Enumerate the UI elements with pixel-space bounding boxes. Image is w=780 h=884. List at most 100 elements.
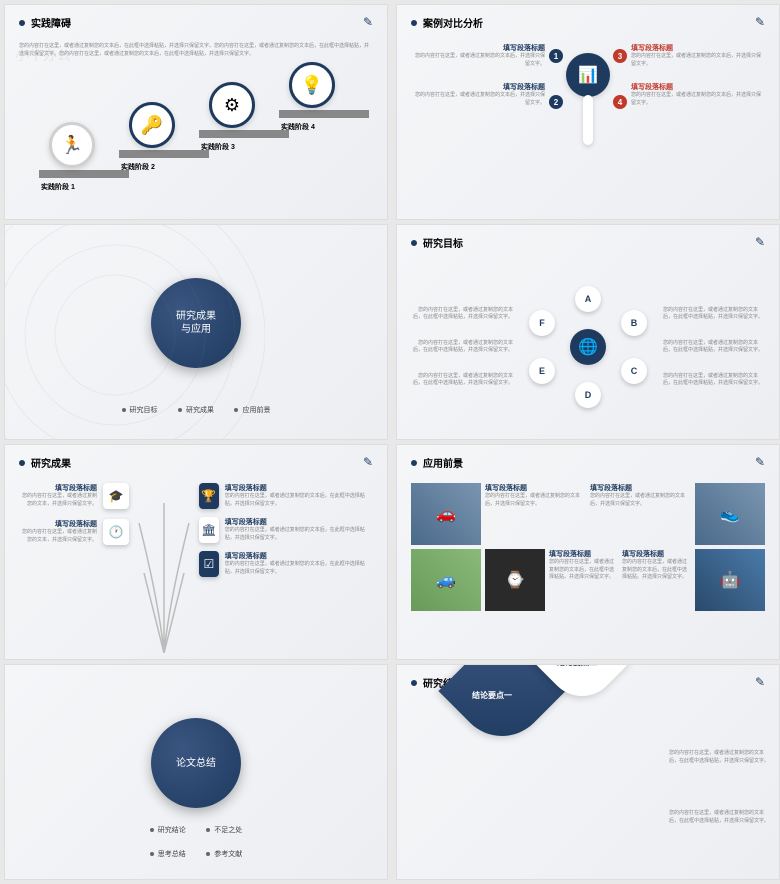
image-3: 🚙 bbox=[411, 549, 481, 611]
pen-icon: ✎ bbox=[363, 455, 373, 469]
step-circle-2: 🔑 bbox=[129, 102, 175, 148]
key-icon: 🔑 bbox=[141, 115, 163, 136]
pen-icon: ✎ bbox=[363, 15, 373, 29]
right-title: 填写段落标题 bbox=[225, 517, 373, 527]
stair-bar bbox=[39, 170, 129, 178]
step-label: 实践阶段 1 bbox=[41, 182, 75, 192]
slide-4: 研究目标 ✎ 您的内容打在这里，或者通过复制您的文本后，在此框中选择粘贴，并选择… bbox=[396, 224, 780, 440]
desc: 您的内容打在这里，或者通过复制您的文本后，在此框中选择粘贴，并选择只保留文字。 bbox=[663, 340, 765, 355]
left-title: 填写段落标题 bbox=[19, 519, 97, 529]
item-title: 填写段落标题 bbox=[631, 43, 765, 53]
trophy-icon: 🏆 bbox=[199, 483, 219, 509]
step-label: 实践阶段 4 bbox=[281, 122, 315, 132]
stair-bar bbox=[119, 150, 209, 158]
slide-8: 研究结论 ✎ 结论要点一 结论要点二 您的内容打在这里，或者通过复制您的文本后，… bbox=[396, 664, 780, 880]
num-4: 4 bbox=[613, 95, 627, 109]
card-desc: 您的内容打在这里，或者通过复制您的文本后，并选择只保留文字。 bbox=[485, 493, 586, 508]
check-icon: ☑ bbox=[199, 551, 219, 577]
ripple-bg bbox=[4, 224, 265, 440]
node-b: B bbox=[621, 310, 647, 336]
slide-5: 研究成果 ✎ 填写段落标题您的内容打在这里，或者通过复制您的文本，并选择只保留文… bbox=[4, 444, 388, 660]
step-circle-3: ⚙ bbox=[209, 82, 255, 128]
node-f: F bbox=[529, 310, 555, 336]
slide-6: 应用前景 ✎ 🚗 填写段落标题您的内容打在这里，或者通过复制您的文本后，并选择只… bbox=[396, 444, 780, 660]
item-title: 填写段落标题 bbox=[631, 82, 765, 92]
card-desc: 您的内容打在这里，或者通过复制您的文本后，在此框中选择粘贴。并选择只保留文字。 bbox=[622, 559, 691, 582]
item-title: 填写段落标题 bbox=[411, 82, 545, 92]
num-2: 2 bbox=[549, 95, 563, 109]
cap-icon: 🎓 bbox=[103, 483, 129, 509]
bullet-icon bbox=[411, 20, 417, 26]
pen-icon: ✎ bbox=[755, 675, 765, 689]
desc: 您的内容打在这里，或者通过复制您的文本后，在此框中选择粘贴，并选择只保留文字。 bbox=[411, 373, 513, 388]
section-circle: 论文总结 bbox=[151, 718, 241, 808]
nav-item: 研究结论 bbox=[150, 825, 186, 835]
desc: 您的内容打在这里，或者通过复制您的文本后，在此框中选择粘贴，并选择只保留文字。 bbox=[411, 340, 513, 355]
slide-3: 研究成果 与应用 研究目标 研究成果 应用前景 bbox=[4, 224, 388, 440]
bullet-icon bbox=[411, 460, 417, 466]
dot-icon bbox=[150, 852, 154, 856]
card-desc: 您的内容打在这里，或者通过复制您的文本后，在此框中选择粘贴。并选择只保留文字。 bbox=[549, 559, 618, 582]
card-title: 填写段落标题 bbox=[622, 549, 691, 559]
title: 研究目标 bbox=[423, 235, 463, 250]
title: 案例对比分析 bbox=[423, 15, 483, 30]
image-2: 👟 bbox=[695, 483, 765, 545]
node-a: A bbox=[575, 286, 601, 312]
bullet-icon bbox=[411, 680, 417, 686]
card-title: 填写段落标题 bbox=[549, 549, 618, 559]
pen-icon: ✎ bbox=[755, 455, 765, 469]
desc-2: 您的内容打在这里，或者通过复制您的文本后，在此框中选择粘贴，并选择只保留文字。 bbox=[669, 810, 769, 825]
tree-lines bbox=[129, 483, 199, 653]
image-4: ⌚ bbox=[485, 549, 545, 611]
desc-1: 您的内容打在这里，或者通过复制您的文本后，在此框中选择粘贴，并选择只保留文字。 bbox=[669, 750, 769, 765]
dot-icon bbox=[206, 828, 210, 832]
pen-icon: ✎ bbox=[755, 235, 765, 249]
bullet-icon bbox=[19, 20, 25, 26]
center-icon: 📊 bbox=[566, 53, 610, 97]
right-desc: 您的内容打在这里，或者通过复制您的文本后，在此框中选择粘贴，并选择只保留文字。 bbox=[225, 527, 373, 542]
bullet-icon bbox=[19, 460, 25, 466]
item-desc: 您的内容打在这里，或者通过复制您的文本后，并选择只保留文字。 bbox=[411, 53, 545, 68]
pen-icon: ✎ bbox=[755, 15, 765, 29]
card-desc: 您的内容打在这里，或者通过复制您的文本后，并选择只保留文字。 bbox=[590, 493, 691, 508]
nav-item: 参考文献 bbox=[206, 849, 242, 859]
globe-icon: 🌐 bbox=[570, 329, 606, 365]
section-title: 论文总结 bbox=[176, 757, 216, 770]
desc: 您的内容打在这里，或者通过复制您的文本后，在此框中选择粘贴，并选择只保留文字。 bbox=[663, 373, 765, 388]
stair-bar bbox=[279, 110, 369, 118]
gear-icon: ⚙ bbox=[224, 95, 240, 116]
node-c: C bbox=[621, 358, 647, 384]
dot-icon bbox=[206, 852, 210, 856]
stair-bar bbox=[199, 130, 289, 138]
slide-1: 实践障碍 ✎ 您的内容打在这里，或者通过复制您的文本后，在此框中选择粘贴，并选择… bbox=[4, 4, 388, 220]
card-title: 填写段落标题 bbox=[485, 483, 586, 493]
item-title: 填写段落标题 bbox=[411, 43, 545, 53]
slide-2: 案例对比分析 ✎ 填写段落标题您的内容打在这里，或者通过复制您的文本后，并选择只… bbox=[396, 4, 780, 220]
dot-icon bbox=[150, 828, 154, 832]
num-1: 1 bbox=[549, 49, 563, 63]
bullet-icon bbox=[411, 240, 417, 246]
right-desc: 您的内容打在这里，或者通过复制您的文本后，在此框中选择粘贴，并选择只保留文字。 bbox=[225, 561, 373, 576]
step-circle-4: 💡 bbox=[289, 62, 335, 108]
title: 应用前景 bbox=[423, 455, 463, 470]
point-1: 结论要点一 bbox=[472, 690, 512, 701]
card-title: 填写段落标题 bbox=[590, 483, 691, 493]
nav-item: 思考总结 bbox=[150, 849, 186, 859]
step-circle-1: 🏃 bbox=[49, 122, 95, 168]
description: 您的内容打在这里，或者通过复制您的文本后，在此框中选择粘贴，并选择只保留文字。您… bbox=[19, 43, 373, 58]
bulb-icon: 💡 bbox=[301, 75, 323, 96]
left-title: 填写段落标题 bbox=[19, 483, 97, 493]
runner-icon: 🏃 bbox=[61, 135, 83, 156]
left-desc: 您的内容打在这里，或者通过复制您的文本，并选择只保留文字。 bbox=[19, 493, 97, 508]
point-2: 结论要点二 bbox=[557, 664, 597, 668]
desc: 您的内容打在这里，或者通过复制您的文本后，在此框中选择粘贴，并选择只保留文字。 bbox=[663, 307, 765, 322]
nav-item: 不足之处 bbox=[206, 825, 242, 835]
node-d: D bbox=[575, 382, 601, 408]
title: 研究成果 bbox=[31, 455, 71, 470]
slide-7: 论文总结 研究结论 不足之处 思考总结 参考文献 bbox=[4, 664, 388, 880]
image-5: 🤖 bbox=[695, 549, 765, 611]
desc: 您的内容打在这里，或者通过复制您的文本后，在此框中选择粘贴，并选择只保留文字。 bbox=[411, 307, 513, 322]
step-label: 实践阶段 2 bbox=[121, 162, 155, 172]
title: 实践障碍 bbox=[31, 15, 71, 30]
right-desc: 您的内容打在这里，或者通过复制您的文本后，在此框中选择粘贴，并选择只保留文字。 bbox=[225, 493, 373, 508]
